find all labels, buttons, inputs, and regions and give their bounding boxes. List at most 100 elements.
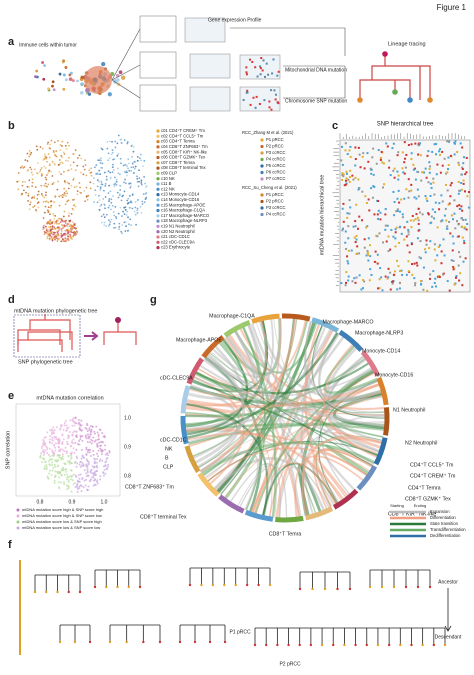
scatter-point <box>71 442 74 445</box>
heat-cell <box>450 214 453 217</box>
heat-cell <box>377 149 380 152</box>
chord <box>250 323 356 491</box>
umap-point <box>42 158 45 161</box>
heat-cell <box>363 238 366 241</box>
umap-point <box>138 177 141 179</box>
tree-node <box>410 643 413 647</box>
umap-point <box>83 189 86 192</box>
heat-cell <box>435 173 438 176</box>
umap-point <box>27 194 30 197</box>
umap-point <box>124 221 127 223</box>
heat-cell <box>414 178 417 181</box>
umap-point <box>23 166 26 168</box>
cluster-label: c21 cDC-CD1C <box>161 234 190 239</box>
umap-point <box>127 216 129 219</box>
cluster-label: c17 Macrophage-MARCO <box>161 213 210 218</box>
heat-cell <box>394 228 397 231</box>
umap-point <box>123 213 126 216</box>
heat-cell <box>396 288 399 291</box>
legend-dot <box>156 161 160 165</box>
umap-point <box>36 202 39 205</box>
scatter-point <box>78 439 81 442</box>
heat-cell <box>355 253 358 256</box>
scatter-point <box>73 424 76 427</box>
umap-point <box>69 233 71 236</box>
heat-cell <box>353 236 356 239</box>
heat-cell <box>381 161 384 164</box>
heat-cell <box>414 142 417 145</box>
scatter-point <box>62 428 65 431</box>
heat-cell <box>383 183 386 186</box>
legend-dot <box>16 514 20 518</box>
heat-cell <box>242 99 245 102</box>
scatter-point <box>72 416 75 419</box>
umap-point <box>136 180 139 183</box>
umap-point <box>113 185 116 188</box>
scatter-point <box>75 465 78 468</box>
heat-cell <box>447 164 450 167</box>
scatter-point <box>63 424 66 427</box>
umap-point <box>50 200 53 202</box>
heat-cell <box>462 162 465 165</box>
heat-cell <box>461 166 464 169</box>
heat-cell <box>344 149 347 152</box>
heat-cell <box>393 201 396 204</box>
umap-point <box>136 159 139 162</box>
heat-cell <box>401 213 404 216</box>
heat-cell <box>417 219 420 222</box>
scatter-point <box>86 471 89 474</box>
legend-dot <box>260 157 264 162</box>
scatter-point <box>88 428 91 431</box>
heat-cell <box>446 227 449 230</box>
sector-label: NK <box>165 446 173 452</box>
heat-cell <box>354 220 357 223</box>
scatter-point <box>52 454 55 457</box>
scatter-point <box>91 439 94 442</box>
scatter-point <box>93 479 96 482</box>
umap-point <box>123 190 126 193</box>
tree-node <box>354 643 357 647</box>
umap-point <box>108 200 110 202</box>
scatter-point <box>102 471 105 474</box>
umap-point <box>57 230 60 233</box>
umap-point <box>58 237 61 240</box>
scatter-point <box>56 470 59 473</box>
umap-point <box>106 147 109 150</box>
umap-point <box>108 223 111 226</box>
legend-dot <box>260 193 264 197</box>
heat-cell <box>466 223 469 226</box>
heat-cell <box>367 259 370 262</box>
scatter-point <box>90 442 93 445</box>
legend-dot <box>156 155 160 160</box>
heat-cell <box>433 281 436 284</box>
scatter-point <box>88 427 91 430</box>
legend-dot <box>156 219 160 223</box>
sector-label: Macrophage-C1QA <box>209 313 255 319</box>
panel-box <box>184 17 226 43</box>
heat-cell <box>365 201 368 204</box>
umap-point <box>102 213 105 216</box>
heat-cell <box>407 233 410 236</box>
umap-point <box>89 181 92 184</box>
axis-label: Descendant <box>435 634 462 640</box>
umap-point <box>16 180 19 183</box>
umap-point <box>50 236 53 238</box>
umap-point <box>49 213 51 216</box>
umap-point <box>119 173 121 176</box>
heat-cell <box>341 227 344 230</box>
chord <box>312 325 385 416</box>
umap-point <box>98 208 101 211</box>
umap-point <box>131 144 134 147</box>
cell <box>51 84 54 88</box>
heat-cell <box>429 194 432 197</box>
heat-cell <box>344 241 347 244</box>
chord <box>186 383 380 409</box>
scatter-point <box>106 465 109 468</box>
tree <box>17 331 73 352</box>
umap-point <box>57 226 60 229</box>
heat-cell <box>454 140 457 143</box>
heat-cell <box>425 197 428 200</box>
heat-cell <box>268 106 271 109</box>
umap-point <box>29 203 31 206</box>
umap-point <box>108 157 111 159</box>
